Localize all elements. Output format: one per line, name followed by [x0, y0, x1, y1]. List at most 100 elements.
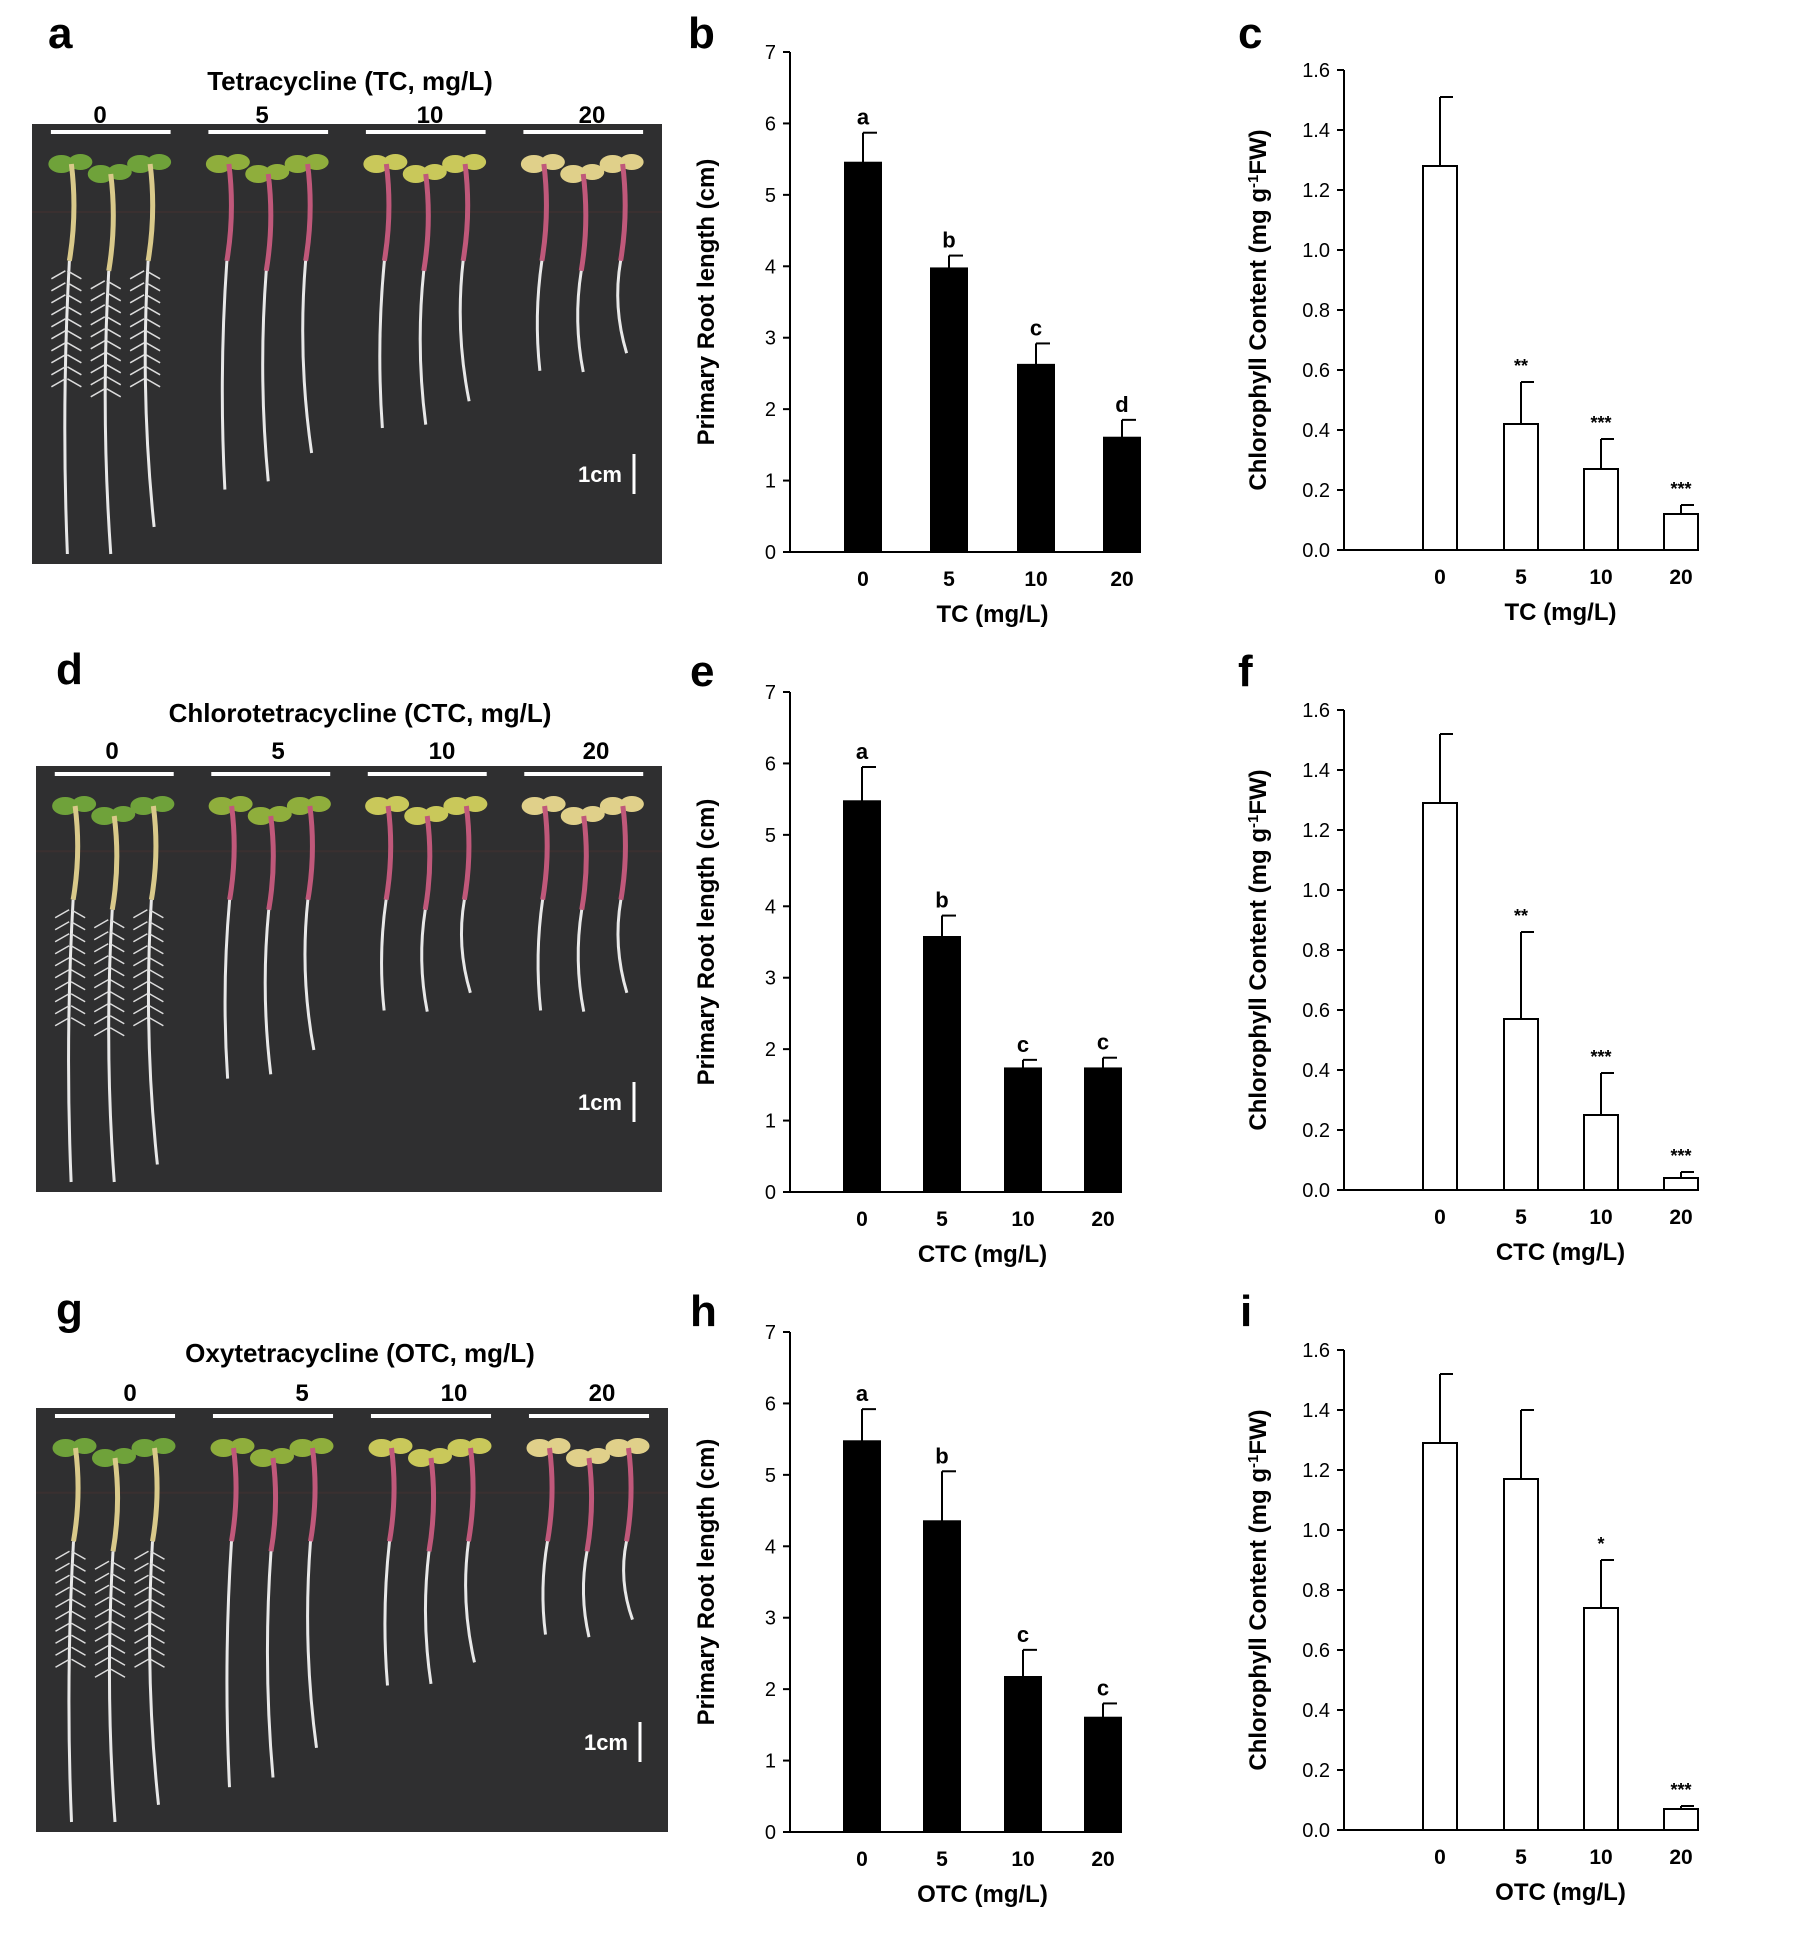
lateral-root [90, 280, 106, 290]
significance-label: b [935, 1443, 948, 1468]
y-tick-label: 6 [765, 1393, 776, 1415]
primary-root [380, 899, 388, 1011]
lateral-root [109, 991, 125, 1001]
hypocotyl [145, 163, 156, 262]
bar [1583, 1114, 1619, 1191]
lateral-root [133, 969, 148, 979]
lateral-root [54, 1017, 70, 1027]
y-tick-label: 2 [765, 399, 776, 421]
hypocotyl [106, 173, 116, 272]
cotyledon [72, 1438, 97, 1454]
seedling-photo-tc: 1cm [32, 124, 662, 564]
hypocotyl [422, 815, 433, 911]
lateral-root [70, 981, 86, 991]
lateral-root [106, 352, 122, 362]
panel-letter-c: c [1238, 9, 1263, 58]
hypocotyl [624, 1447, 634, 1542]
bar [1663, 1808, 1699, 1831]
lateral-root [133, 1017, 148, 1027]
panel-letter-b: b [688, 9, 715, 58]
lateral-root [90, 364, 106, 374]
x-axis-title: TC (mg/L) [937, 601, 1049, 628]
y-tick-label: 1.0 [1302, 240, 1330, 262]
x-tick-label: 10 [1011, 1208, 1034, 1231]
lateral-root [55, 1658, 70, 1668]
lateral-root [67, 270, 82, 280]
cotyledon [210, 1439, 237, 1457]
y-tick-label: 1.6 [1302, 700, 1330, 722]
cotyledon [247, 807, 274, 825]
lateral-root [67, 354, 82, 364]
cotyledon [309, 1438, 334, 1454]
primary-root [616, 260, 629, 354]
y-tick-label: 3 [765, 968, 776, 990]
seedling-illustration: 1cm [36, 766, 662, 1192]
primary-root [622, 1540, 634, 1621]
lateral-root [133, 957, 148, 967]
y-tick-label: 2 [765, 1679, 776, 1701]
lateral-root [129, 282, 145, 292]
lateral-root [145, 342, 161, 352]
hypocotyl [148, 805, 159, 901]
lateral-root [70, 993, 86, 1003]
lateral-root [110, 1584, 126, 1594]
seedling-illustration: 1cm [36, 1408, 668, 1832]
lateral-root [51, 342, 66, 352]
cotyledon [365, 797, 392, 815]
cotyledon [388, 1438, 413, 1454]
lateral-root [94, 1656, 110, 1666]
x-axis-title: CTC (mg/L) [1496, 1239, 1625, 1266]
lateral-root [90, 316, 106, 326]
primary-root [225, 1541, 233, 1788]
lateral-root [90, 292, 106, 302]
hypocotyl [263, 173, 274, 272]
lateral-root [149, 921, 164, 931]
lateral-root [149, 981, 164, 991]
lateral-root [129, 294, 145, 304]
lateral-root [106, 280, 122, 290]
significance-label: *** [1590, 413, 1611, 433]
cotyledon [127, 155, 154, 173]
bar [1084, 1067, 1122, 1193]
y-tick-label: 0.0 [1302, 540, 1330, 562]
lateral-root [134, 1598, 149, 1608]
bar [843, 1440, 881, 1834]
bar [1583, 1607, 1619, 1831]
primary-root [420, 909, 429, 1012]
photo-conc-label: 10 [440, 1380, 468, 1407]
lateral-root [150, 1658, 165, 1668]
cotyledon [385, 796, 410, 812]
x-tick-label: 0 [1434, 1206, 1446, 1229]
y-tick-label: 1.2 [1302, 1460, 1330, 1482]
lateral-root [134, 1658, 149, 1668]
cotyledon [541, 796, 566, 812]
cotyledon [228, 796, 253, 812]
lateral-root [110, 1560, 126, 1570]
primary-root [378, 260, 386, 429]
lateral-root [145, 294, 161, 304]
lateral-root [129, 366, 145, 376]
lateral-root [71, 1646, 86, 1656]
lateral-root [54, 981, 70, 991]
significance-label: b [942, 228, 955, 253]
x-tick-label: 5 [936, 1208, 948, 1231]
x-axis-title: OTC (mg/L) [1495, 1879, 1626, 1906]
hypocotyl [227, 805, 237, 901]
primary-root [423, 1551, 433, 1685]
significance-label: a [856, 1381, 869, 1406]
primary-root [265, 1551, 275, 1778]
primary-root [616, 899, 629, 994]
lateral-root [145, 354, 161, 364]
cotyledon [130, 797, 157, 815]
x-tick-label: 20 [1091, 1848, 1114, 1871]
primary-root [418, 270, 428, 425]
photo-title-otc: Oxytetracycline (OTC, mg/L) [185, 1338, 535, 1368]
y-tick-label: 1.4 [1302, 120, 1330, 142]
lateral-root [150, 1634, 165, 1644]
hypocotyl [266, 815, 276, 911]
primary-root [306, 1541, 318, 1749]
lateral-root [54, 945, 70, 955]
lateral-root [110, 1644, 126, 1654]
lateral-root [70, 921, 86, 931]
lateral-root [145, 270, 161, 280]
